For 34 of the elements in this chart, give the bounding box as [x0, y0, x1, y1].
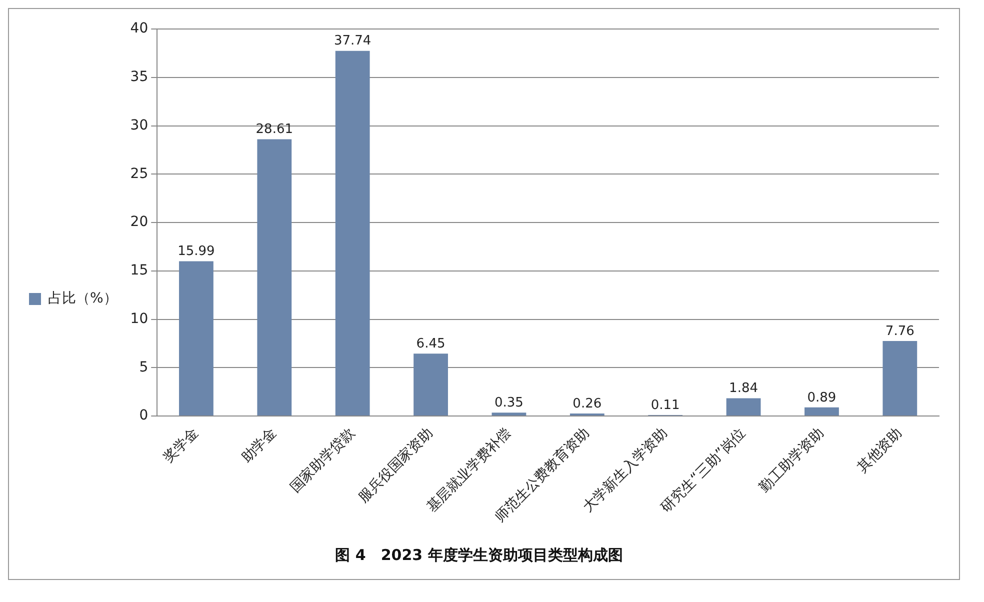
x-tick-label: 助学金 — [238, 425, 280, 466]
x-tick-label: 勤工助学资助 — [756, 425, 828, 496]
bar — [804, 407, 839, 416]
bar — [882, 340, 918, 416]
bar — [726, 398, 761, 416]
bar — [492, 412, 526, 416]
data-label: 37.74 — [334, 34, 372, 49]
bar — [179, 261, 214, 416]
y-tick-label: 0 — [139, 408, 148, 424]
y-tick-label: 15 — [130, 262, 148, 279]
bar — [335, 50, 370, 416]
data-label: 28.61 — [256, 122, 294, 138]
x-tick-label: 奖学金 — [160, 425, 202, 466]
data-label: 0.11 — [650, 398, 680, 413]
data-label: 15.99 — [178, 244, 215, 260]
y-tick-label: 20 — [130, 214, 148, 230]
x-tick-label: 国家助学贷款 — [287, 425, 358, 496]
y-tick-label: 5 — [139, 359, 148, 376]
data-label: 0.35 — [494, 396, 524, 411]
data-label: 1.84 — [729, 381, 758, 396]
y-tick-label: 40 — [130, 20, 148, 37]
x-tick-label: 其他资助 — [854, 425, 906, 476]
data-label: 0.89 — [807, 390, 836, 406]
bar — [257, 139, 292, 416]
text: 图 4 2023 年度学生资助项目类型构成图 — [335, 546, 623, 564]
y-tick-label: 10 — [130, 310, 148, 327]
data-label: 0.26 — [572, 396, 602, 412]
y-tick-label: 30 — [130, 117, 148, 134]
data-label: 6.45 — [416, 336, 446, 352]
y-tick-label: 35 — [130, 69, 148, 86]
data-label: 7.76 — [885, 324, 914, 339]
legend-label: 占比（%） — [48, 290, 118, 307]
bar — [414, 354, 448, 416]
y-tick-label: 25 — [130, 166, 148, 182]
